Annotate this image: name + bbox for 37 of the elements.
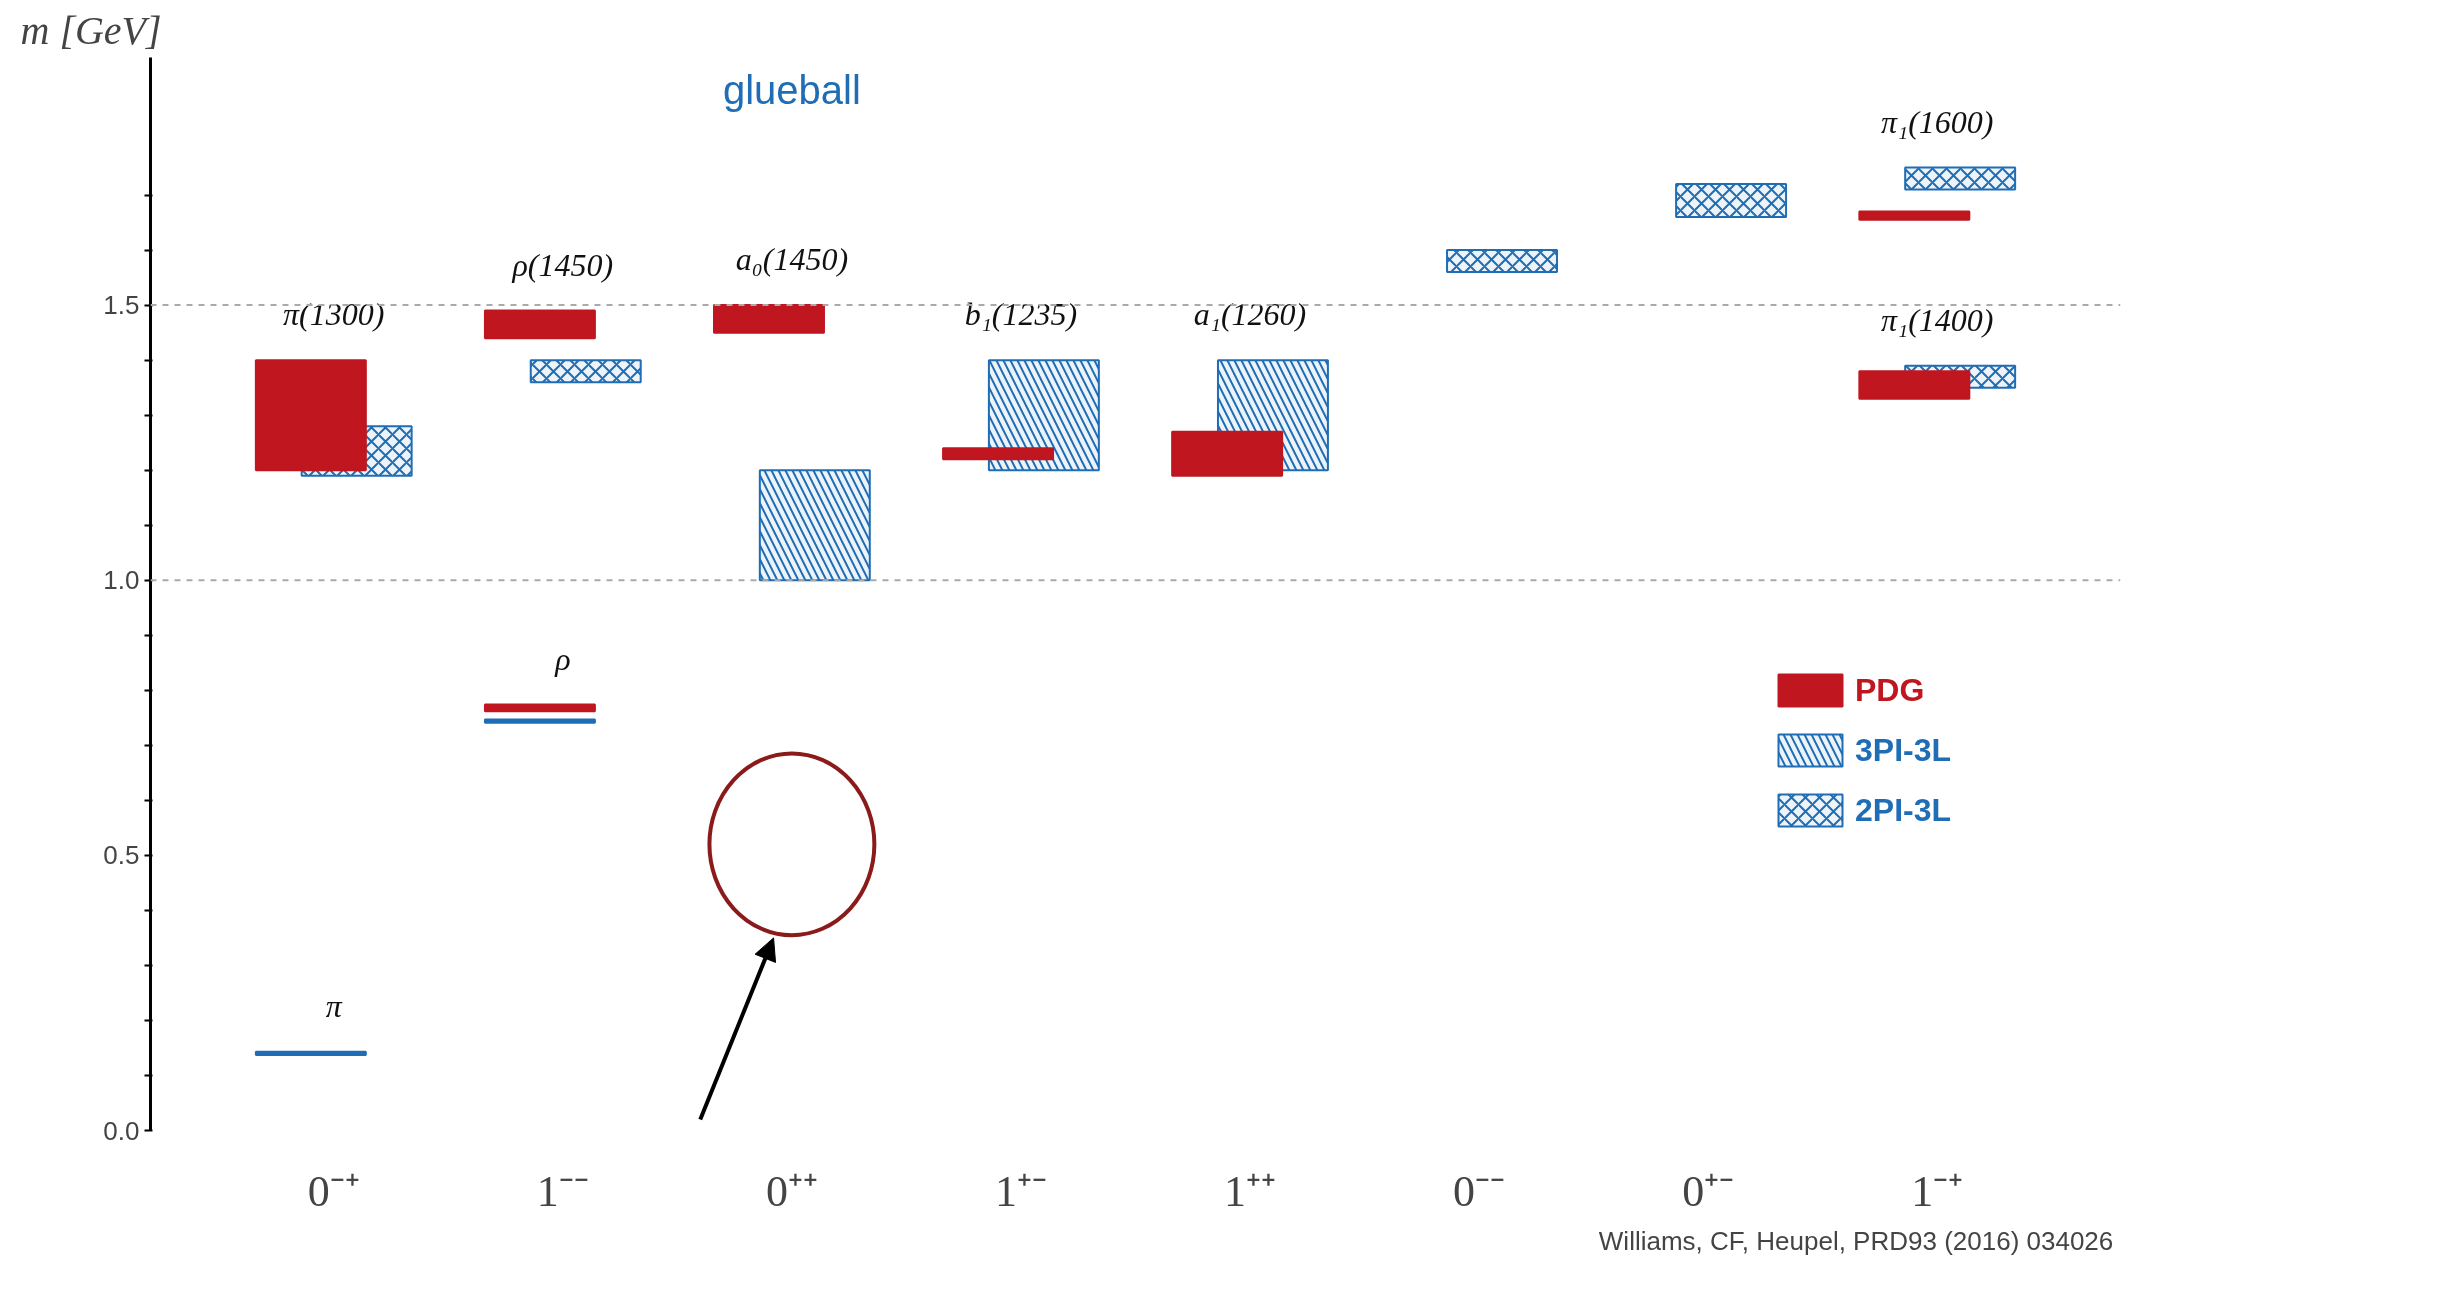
annotation: ρ(1450) <box>511 246 614 283</box>
annotation: a₀(1450) <box>735 241 849 278</box>
legend-label: 3PI-3L <box>1855 731 1952 769</box>
y-tick-label: 1.0 <box>103 565 140 596</box>
bar <box>713 304 825 334</box>
annotation: ρ <box>554 640 571 677</box>
bar <box>1858 370 1971 400</box>
x-tick-label: 1⁺⁻ <box>994 1166 1047 1216</box>
y-tick-label: 0.0 <box>103 1115 140 1146</box>
x-tick-label: 0⁺⁺ <box>765 1166 818 1216</box>
x-tick-label: 1⁻⁻ <box>536 1166 589 1216</box>
bar <box>1858 210 1971 221</box>
bar <box>942 447 1055 461</box>
annotation: π <box>325 987 343 1024</box>
annotation: π₁(1400) <box>1881 301 1994 338</box>
y-tick-label: 1.5 <box>103 290 140 321</box>
y-tick-label: 0.5 <box>103 840 140 871</box>
text: Williams, CF, Heupel, PRD93 (2016) 034026 <box>1598 1225 2114 1256</box>
x-tick-label: 1⁺⁺ <box>1224 1166 1277 1216</box>
annotation: π(1300) <box>283 296 385 333</box>
bar <box>254 1050 367 1057</box>
annotation: π₁(1600) <box>1881 103 1994 140</box>
bar <box>254 359 367 472</box>
bar <box>483 309 596 340</box>
bar <box>483 703 596 713</box>
legend-label: PDG <box>1855 671 1925 709</box>
bar <box>1171 430 1284 477</box>
bar <box>483 718 596 724</box>
x-tick-label: 0⁻⁻ <box>1453 1166 1506 1216</box>
annotation: b₁(1235) <box>964 296 1078 333</box>
legend-label: 2PI-3L <box>1855 791 1952 829</box>
annotation: a₁(1260) <box>1193 296 1307 333</box>
x-tick-label: 0⁺⁻ <box>1682 1166 1735 1216</box>
x-tick-label: 0⁻⁺ <box>307 1166 360 1216</box>
x-tick-label: 1⁻⁺ <box>1911 1166 1964 1216</box>
y-axis-title: m [GeV] <box>20 7 162 53</box>
annotation: glueball <box>722 67 861 112</box>
